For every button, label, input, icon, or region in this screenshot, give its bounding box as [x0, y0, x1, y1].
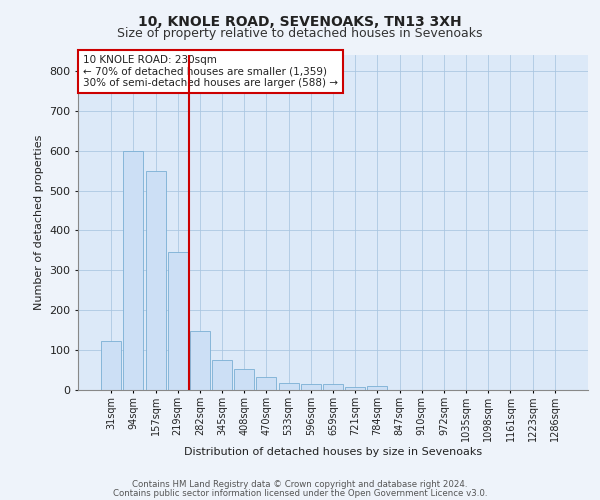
Bar	[124, 150, 143, 390]
Bar	[301, 384, 321, 390]
Bar	[146, 170, 166, 390]
Bar	[101, 342, 121, 390]
Bar	[256, 377, 277, 390]
Text: Size of property relative to detached houses in Sevenoaks: Size of property relative to detached ho…	[117, 28, 483, 40]
Bar	[323, 384, 343, 390]
Text: 10 KNOLE ROAD: 230sqm
← 70% of detached houses are smaller (1,359)
30% of semi-d: 10 KNOLE ROAD: 230sqm ← 70% of detached …	[83, 55, 338, 88]
Text: Contains HM Land Registry data © Crown copyright and database right 2024.: Contains HM Land Registry data © Crown c…	[132, 480, 468, 489]
Bar	[190, 331, 210, 390]
Bar	[367, 386, 388, 390]
Text: Contains public sector information licensed under the Open Government Licence v3: Contains public sector information licen…	[113, 488, 487, 498]
Bar	[212, 360, 232, 390]
Bar	[345, 387, 365, 390]
X-axis label: Distribution of detached houses by size in Sevenoaks: Distribution of detached houses by size …	[184, 446, 482, 456]
Bar	[278, 383, 299, 390]
Bar	[234, 369, 254, 390]
Text: 10, KNOLE ROAD, SEVENOAKS, TN13 3XH: 10, KNOLE ROAD, SEVENOAKS, TN13 3XH	[138, 15, 462, 29]
Bar	[168, 252, 188, 390]
Y-axis label: Number of detached properties: Number of detached properties	[34, 135, 44, 310]
